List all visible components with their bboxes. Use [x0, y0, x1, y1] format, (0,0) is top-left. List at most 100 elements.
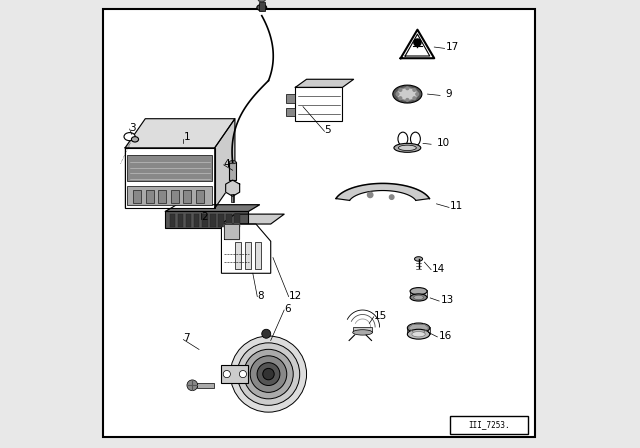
Ellipse shape — [398, 145, 416, 151]
Bar — [186, 214, 191, 227]
Ellipse shape — [258, 0, 266, 2]
Ellipse shape — [410, 294, 427, 301]
Ellipse shape — [398, 132, 408, 146]
Ellipse shape — [397, 88, 418, 100]
Bar — [407, 327, 430, 334]
Circle shape — [257, 362, 280, 385]
Bar — [234, 214, 240, 227]
Ellipse shape — [415, 257, 422, 261]
Text: 2: 2 — [201, 212, 208, 222]
Bar — [127, 186, 212, 205]
Ellipse shape — [410, 132, 420, 146]
Circle shape — [399, 89, 402, 91]
Bar — [194, 214, 200, 227]
Bar — [296, 87, 342, 121]
Bar — [353, 327, 372, 332]
Text: 13: 13 — [441, 295, 454, 305]
Ellipse shape — [393, 85, 422, 103]
Bar — [210, 214, 216, 227]
Text: 10: 10 — [436, 138, 450, 148]
Bar — [133, 190, 141, 203]
Bar — [410, 290, 427, 297]
Polygon shape — [214, 119, 235, 208]
Circle shape — [244, 349, 293, 399]
Circle shape — [223, 370, 230, 378]
Circle shape — [263, 368, 274, 380]
Polygon shape — [224, 224, 239, 239]
Text: 4: 4 — [223, 159, 230, 168]
Bar — [231, 194, 234, 202]
Bar — [125, 148, 214, 208]
Bar — [218, 214, 224, 227]
Bar — [178, 214, 183, 227]
Circle shape — [389, 195, 394, 199]
Ellipse shape — [353, 330, 372, 335]
Circle shape — [414, 39, 421, 46]
Bar — [165, 211, 248, 228]
Circle shape — [396, 93, 399, 95]
Bar — [158, 190, 166, 203]
Text: 7: 7 — [183, 333, 190, 343]
Bar — [255, 241, 261, 269]
Ellipse shape — [412, 332, 425, 337]
Bar — [183, 190, 191, 203]
Bar — [170, 214, 175, 227]
Bar — [196, 190, 204, 203]
Bar — [196, 383, 214, 388]
Circle shape — [416, 93, 419, 95]
Text: 17: 17 — [445, 42, 459, 52]
Bar — [285, 108, 295, 116]
Ellipse shape — [257, 4, 267, 11]
Text: 12: 12 — [289, 291, 302, 301]
Text: 9: 9 — [445, 89, 452, 99]
Text: 8: 8 — [257, 291, 264, 301]
Bar — [235, 241, 241, 269]
Circle shape — [406, 87, 409, 90]
Polygon shape — [165, 205, 260, 211]
Bar — [245, 241, 251, 269]
Polygon shape — [125, 119, 235, 148]
Bar — [221, 365, 248, 383]
Bar — [259, 2, 265, 11]
Circle shape — [230, 336, 307, 412]
Polygon shape — [125, 142, 129, 208]
Bar — [229, 162, 236, 180]
Circle shape — [367, 192, 373, 198]
Circle shape — [239, 370, 246, 378]
Polygon shape — [226, 180, 239, 196]
Circle shape — [237, 343, 300, 405]
Bar — [127, 155, 212, 181]
Ellipse shape — [413, 295, 424, 300]
Bar — [202, 214, 207, 227]
Text: III_7253.: III_7253. — [468, 420, 510, 429]
Text: 5: 5 — [324, 125, 331, 135]
Ellipse shape — [131, 137, 138, 142]
Circle shape — [399, 97, 402, 99]
Polygon shape — [221, 214, 284, 224]
Ellipse shape — [407, 329, 430, 339]
Bar — [227, 214, 232, 227]
Polygon shape — [336, 183, 429, 200]
Circle shape — [250, 356, 287, 392]
Text: 6: 6 — [284, 304, 291, 314]
Ellipse shape — [124, 133, 135, 141]
Circle shape — [406, 99, 409, 101]
Circle shape — [262, 329, 271, 338]
Text: 15: 15 — [374, 311, 387, 321]
Circle shape — [187, 380, 198, 391]
Polygon shape — [221, 224, 271, 273]
Text: 14: 14 — [432, 264, 445, 274]
Bar — [450, 416, 528, 434]
Ellipse shape — [229, 160, 236, 164]
Text: 1: 1 — [183, 132, 190, 142]
Ellipse shape — [410, 288, 427, 295]
Text: 11: 11 — [450, 201, 463, 211]
Polygon shape — [401, 30, 435, 58]
Circle shape — [413, 89, 415, 91]
Circle shape — [413, 97, 415, 99]
Polygon shape — [296, 79, 354, 87]
Bar — [285, 94, 295, 103]
Text: 16: 16 — [439, 331, 452, 341]
Bar — [146, 190, 154, 203]
Ellipse shape — [394, 143, 421, 152]
